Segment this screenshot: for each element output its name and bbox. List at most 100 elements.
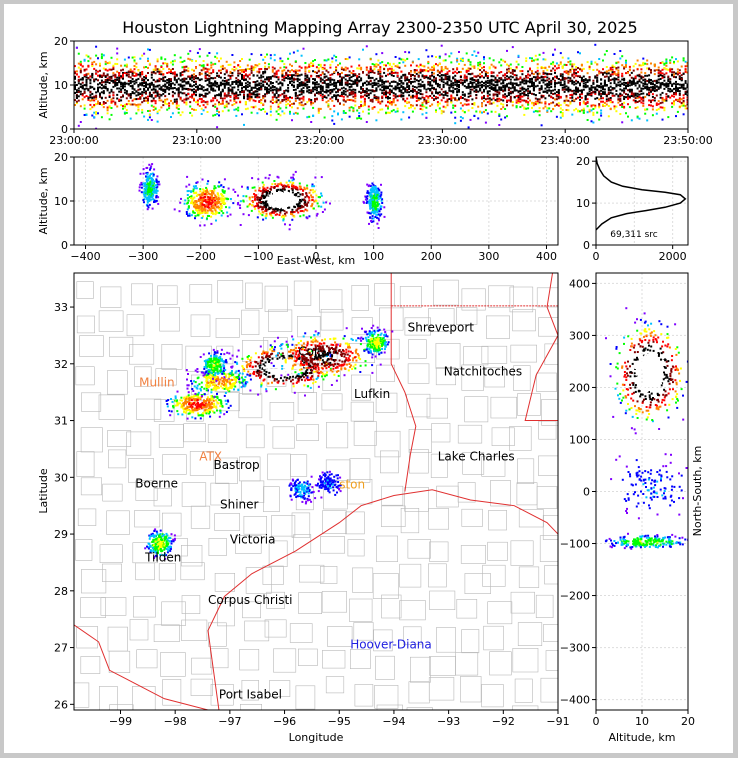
time-density-cell <box>371 82 374 85</box>
time-density-cell <box>561 75 564 78</box>
time-density-cell <box>99 92 101 95</box>
time-density-cell <box>340 76 343 79</box>
time-density-cell <box>684 60 687 63</box>
time-density-cell <box>277 89 280 92</box>
time-density-cell <box>292 77 295 80</box>
time-density-cell <box>632 93 635 96</box>
time-density-cell <box>181 73 184 76</box>
time-density-cell <box>444 76 447 78</box>
time-density-cell <box>527 90 530 93</box>
time-density-cell <box>129 69 132 72</box>
time-density-cell <box>227 89 230 92</box>
time-density-cell <box>250 65 253 68</box>
time-density-cell <box>285 77 288 79</box>
time-density-cell <box>542 91 545 93</box>
time-density-cell <box>329 108 332 111</box>
time-density-cell <box>554 83 556 86</box>
time-density-cell <box>580 79 583 81</box>
time-density-cell <box>185 94 188 97</box>
time-density-cell <box>502 103 505 106</box>
time-density-cell <box>246 67 249 70</box>
east-west-density-cell <box>158 183 161 186</box>
time-density-cell <box>306 66 309 69</box>
time-density-cell <box>486 85 489 88</box>
time-density-cell <box>79 105 82 108</box>
time-density-cell <box>433 75 435 78</box>
time-density-cell <box>108 76 111 79</box>
time-density-cell <box>106 106 109 109</box>
time-density-cell <box>465 86 468 89</box>
time-density-cell <box>212 87 215 90</box>
time-density-cell <box>254 83 257 86</box>
time-density-cell <box>463 85 466 88</box>
time-density-cell <box>513 86 516 89</box>
time-density-cell <box>97 112 99 115</box>
figure-title: Houston Lightning Mapping Array 2300-235… <box>122 18 637 37</box>
time-density-cell <box>166 108 169 111</box>
time-density-cell <box>676 83 679 86</box>
time-density-cell <box>619 97 622 100</box>
time-density-cell <box>112 91 115 94</box>
time-density-cell <box>310 75 313 78</box>
time-density-cell <box>135 112 138 115</box>
time-density-cell <box>590 104 593 107</box>
time-density-cell <box>108 96 111 98</box>
time-density-cell <box>655 89 658 92</box>
time-density-cell <box>413 71 416 74</box>
time-density-cell <box>411 90 414 93</box>
time-density-cell <box>152 88 155 91</box>
time-density-cell <box>250 67 253 70</box>
time-density-cell <box>93 87 96 90</box>
time-density-cell <box>582 111 585 114</box>
time-density-cell <box>331 73 334 76</box>
time-density-cell <box>577 67 579 69</box>
time-density-cell <box>611 88 614 91</box>
time-density-cell <box>646 80 649 82</box>
time-density-cell <box>523 94 526 97</box>
time-density-cell <box>100 84 103 86</box>
time-density-cell <box>195 77 197 80</box>
time-density-cell <box>241 58 243 60</box>
time-density-cell <box>221 68 224 70</box>
time-density-cell <box>580 90 583 93</box>
time-density-cell <box>202 95 205 97</box>
time-density-cell <box>277 78 280 81</box>
time-density-cell <box>104 68 107 71</box>
time-density-cell <box>475 89 478 92</box>
time-density-cell <box>141 73 144 76</box>
time-density-cell <box>667 87 670 90</box>
time-density-cell <box>122 105 124 108</box>
time-density-cell <box>198 93 201 96</box>
time-density-cell <box>85 84 88 86</box>
time-density-cell <box>333 95 336 97</box>
time-density-cell <box>150 88 153 91</box>
time-density-cell <box>315 89 318 92</box>
time-density-cell <box>381 79 384 82</box>
time-density-cell <box>467 126 470 129</box>
figure-canvas: Houston Lightning Mapping Array 2300-235… <box>37 18 713 744</box>
time-density-cell <box>191 88 194 91</box>
time-density-cell <box>509 87 512 90</box>
time-density-cell <box>266 82 268 85</box>
time-density-cell <box>120 69 123 72</box>
time-density-cell <box>506 68 508 71</box>
time-density-cell <box>219 72 222 74</box>
time-density-cell <box>415 94 418 97</box>
time-density-cell <box>532 73 535 76</box>
time-density-cell <box>143 78 146 81</box>
time-density-cell <box>678 76 681 79</box>
time-density-cell <box>244 74 247 77</box>
time-density-cell <box>571 113 574 116</box>
time-density-cell <box>667 82 670 85</box>
time-density-cell <box>291 119 293 122</box>
time-density-cell <box>323 73 326 76</box>
time-density-cell <box>264 70 267 73</box>
time-density-cell <box>500 77 503 80</box>
time-density-cell <box>77 87 80 90</box>
time-density-cell <box>204 75 207 78</box>
time-density-cell <box>625 93 627 96</box>
time-density-cell <box>467 92 470 95</box>
time-density-cell <box>148 82 151 85</box>
time-density-cell <box>490 79 493 81</box>
time-density-cell <box>89 78 92 81</box>
